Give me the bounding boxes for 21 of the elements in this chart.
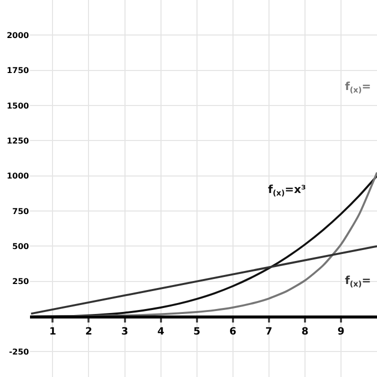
y-tick-label: -250	[8, 347, 30, 356]
x-tick-label: 1	[49, 326, 56, 338]
y-tick-label: 250	[12, 277, 30, 286]
x-tick-label: 3	[121, 326, 128, 338]
y-tick-label: 1500	[6, 101, 30, 110]
text: f$_{(x)}$=x³	[268, 183, 306, 198]
x-tick-label: 8	[301, 326, 308, 338]
x-tick-label: 6	[229, 326, 236, 338]
y-tick-label: 1250	[6, 136, 30, 146]
x-tick-label: 9	[337, 326, 344, 338]
y-tick-label: 500	[12, 242, 30, 251]
y-tick-label: 1750	[6, 66, 30, 76]
x-tick-label: 7	[265, 326, 272, 338]
y-tick-label: 1000	[6, 172, 30, 181]
x-tick-label: 4	[157, 326, 164, 338]
x-tick-label: 5	[193, 326, 200, 338]
text: f$_{(x)}$=	[345, 80, 372, 94]
y-tick-label: 2000	[6, 30, 30, 40]
series-label: f$_{(x)}$=	[345, 274, 372, 288]
x-tick-label: 2	[85, 326, 92, 338]
y-tick-label: 750	[12, 206, 30, 216]
